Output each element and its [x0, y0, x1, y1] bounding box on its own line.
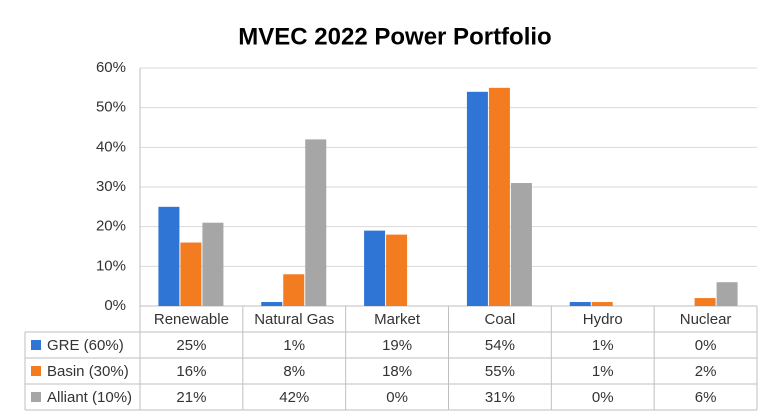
y-tick-label: 30%: [96, 178, 126, 195]
bar: [202, 222, 224, 306]
legend-key: [31, 340, 41, 350]
bar: [591, 302, 613, 306]
bar: [364, 230, 386, 306]
table-cell: 55%: [485, 363, 515, 380]
y-tick-label: 20%: [96, 218, 126, 235]
bar: [488, 87, 510, 306]
legend-label: Basin (30%): [47, 363, 129, 380]
table-cell: 1%: [592, 363, 614, 380]
bar: [386, 234, 408, 306]
legend-label: GRE (60%): [47, 337, 124, 354]
table-cell: 31%: [485, 389, 515, 406]
table-cell: 25%: [176, 337, 206, 354]
y-tick-label: 10%: [96, 257, 126, 274]
bar: [466, 91, 488, 306]
table-cell: 0%: [592, 389, 614, 406]
x-tick-label: Renewable: [154, 311, 229, 328]
x-tick-label: Nuclear: [680, 311, 732, 328]
bar: [283, 274, 305, 306]
table-cell: 19%: [382, 337, 412, 354]
table-cell: 6%: [695, 389, 717, 406]
bar: [716, 282, 738, 306]
table-cell: 54%: [485, 337, 515, 354]
x-tick-label: Natural Gas: [254, 311, 334, 328]
table-cell: 1%: [283, 337, 305, 354]
table-cell: 1%: [592, 337, 614, 354]
bar: [510, 183, 532, 306]
bar: [694, 298, 716, 306]
legend-key: [31, 392, 41, 402]
y-tick-label: 60%: [96, 59, 126, 76]
x-tick-label: Market: [374, 311, 421, 328]
table-cell: 0%: [386, 389, 408, 406]
table-cell: 8%: [283, 363, 305, 380]
bar: [158, 206, 180, 306]
x-tick-label: Coal: [484, 311, 515, 328]
bar: [569, 302, 591, 306]
table-cell: 16%: [176, 363, 206, 380]
table-cell: 42%: [279, 389, 309, 406]
table-cell: 18%: [382, 363, 412, 380]
y-tick-label: 0%: [104, 297, 126, 314]
table-cell: 21%: [176, 389, 206, 406]
y-tick-label: 40%: [96, 138, 126, 155]
x-tick-label: Hydro: [583, 311, 623, 328]
chart-title: MVEC 2022 Power Portfolio: [238, 23, 551, 50]
y-tick-label: 50%: [96, 99, 126, 116]
legend-label: Alliant (10%): [47, 389, 132, 406]
table-cell: 2%: [695, 363, 717, 380]
bar: [305, 139, 327, 306]
bar: [180, 242, 202, 306]
table-cell: 0%: [695, 337, 717, 354]
legend-key: [31, 366, 41, 376]
bar: [261, 302, 283, 306]
